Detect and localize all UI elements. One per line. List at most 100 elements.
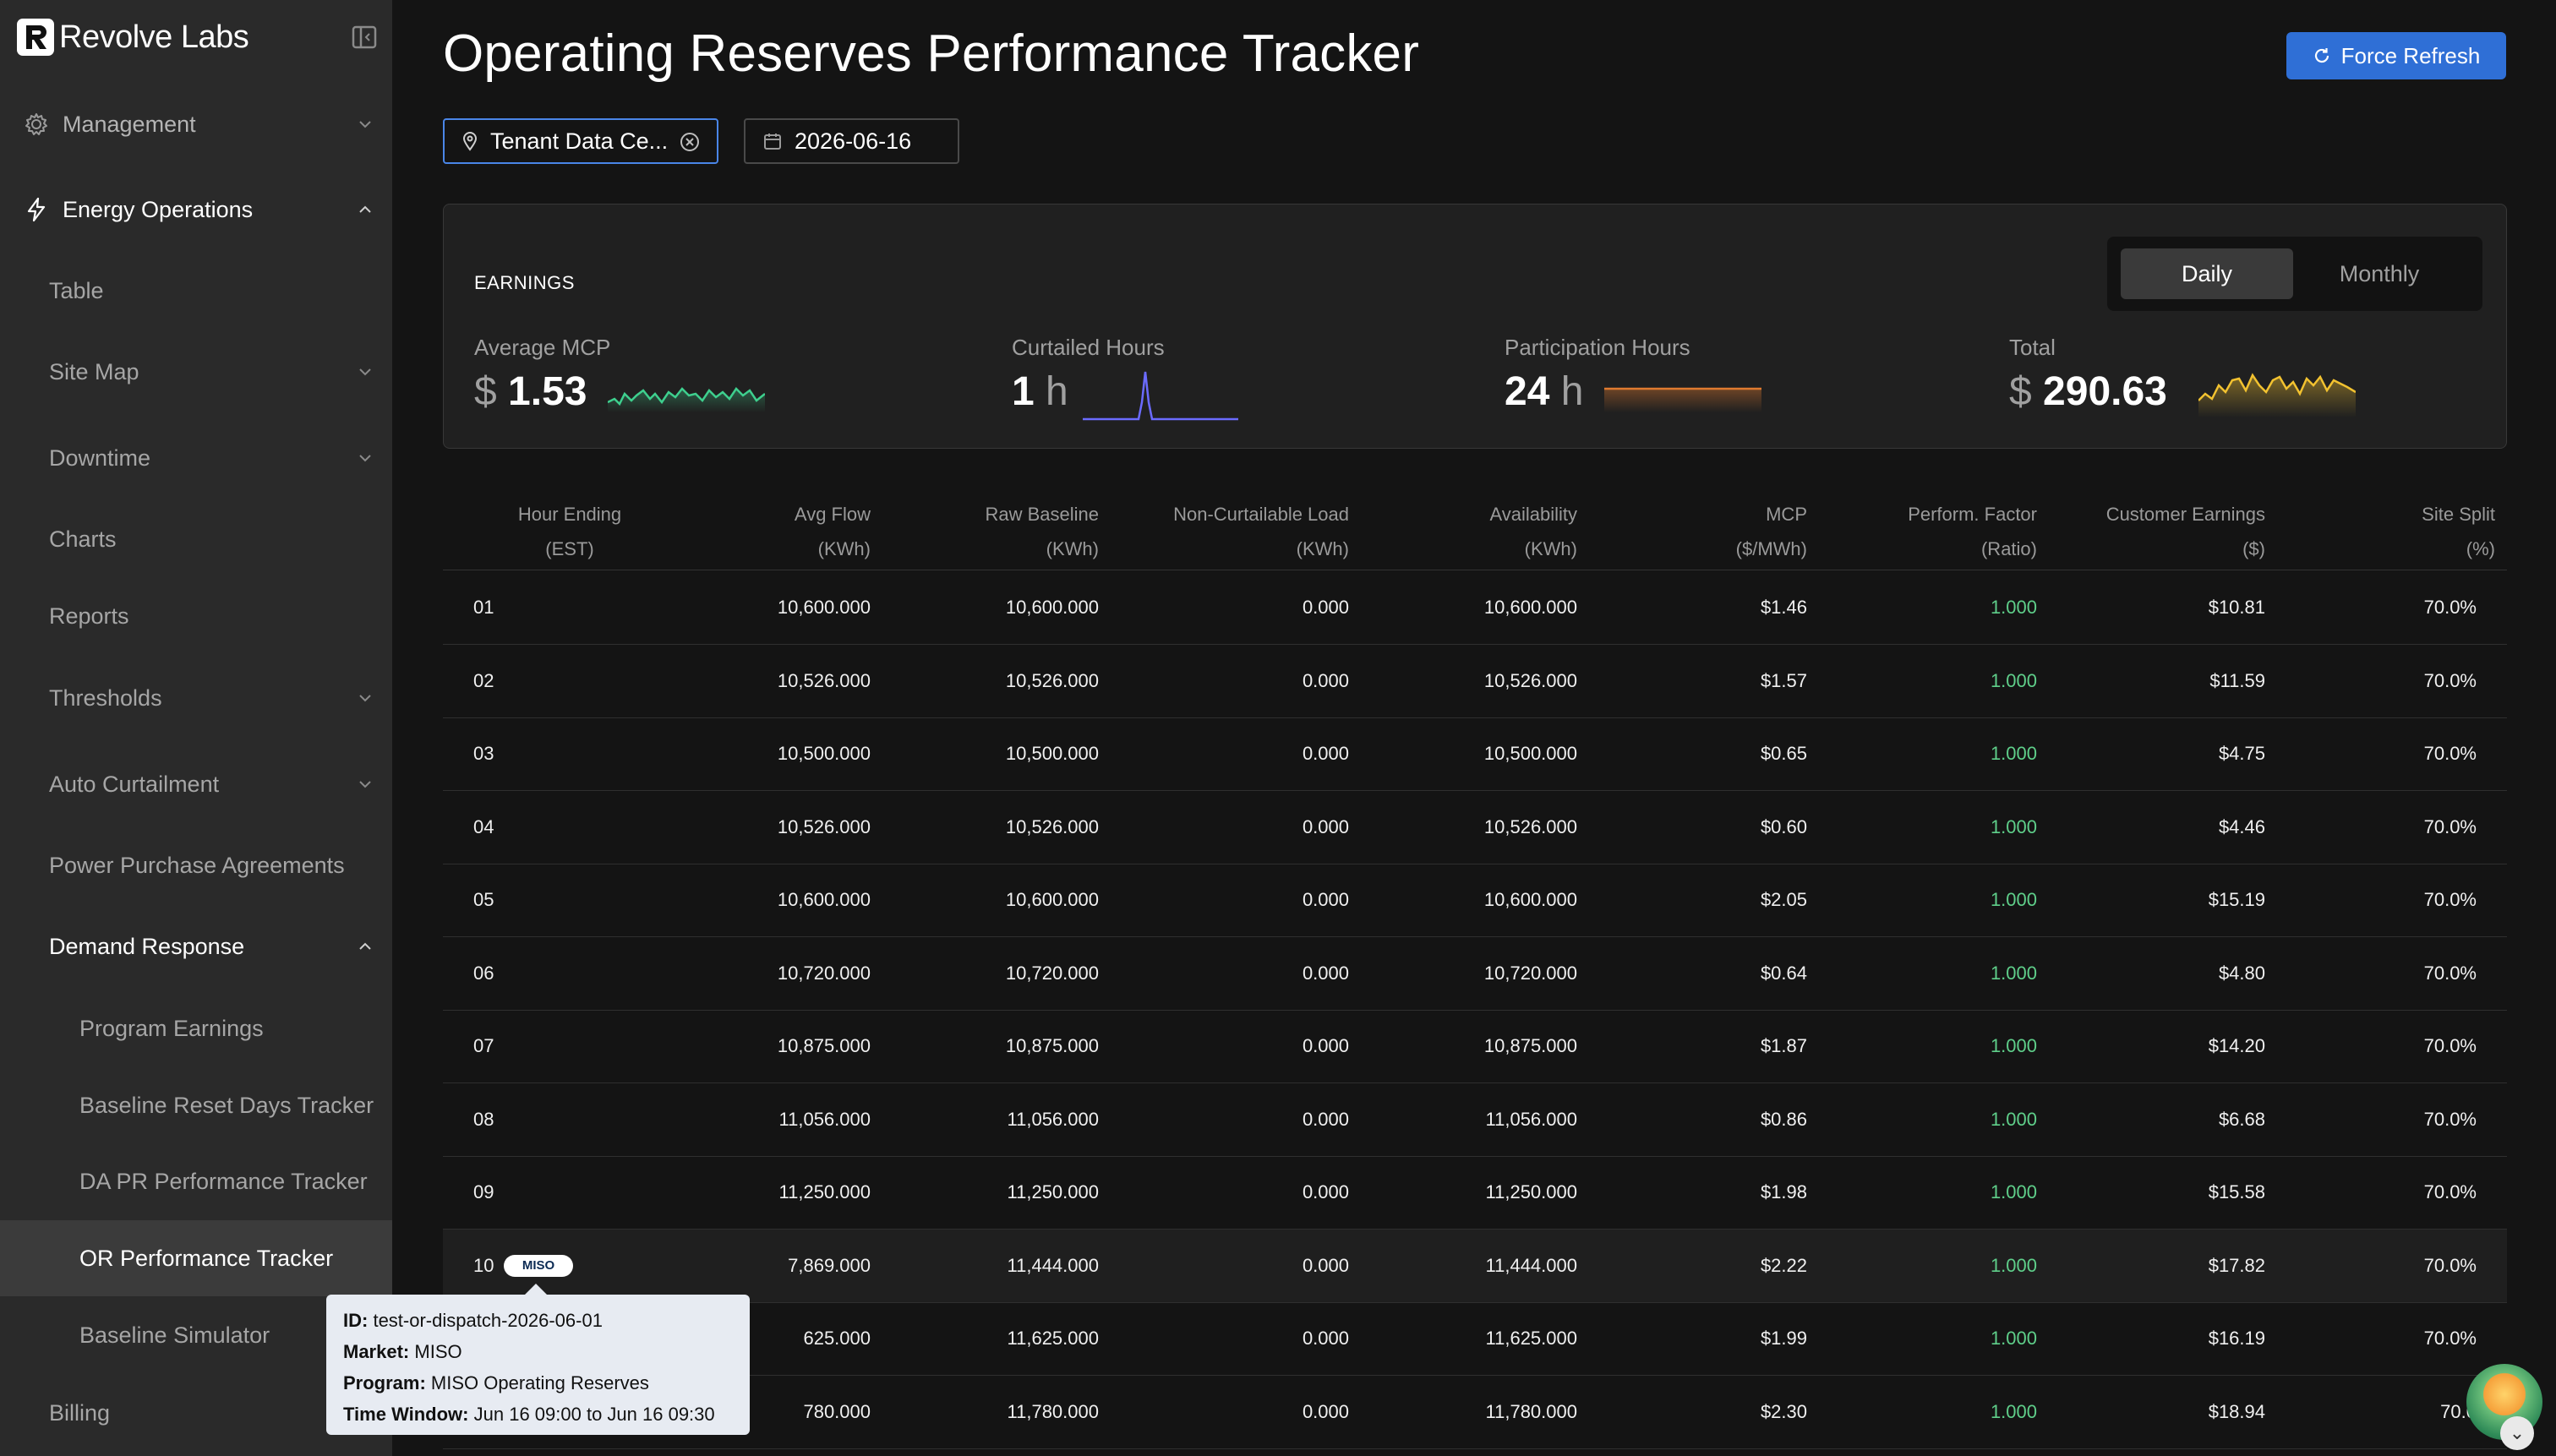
cell-non-curtailable-load: 0.000 [1302, 669, 1349, 691]
sidebar-item-or-performance-tracker[interactable]: OR Performance Tracker [0, 1220, 392, 1296]
column-header-customer-earnings[interactable]: Customer Earnings ($) [2054, 497, 2265, 566]
sidebar-item-downtime[interactable]: Downtime [0, 428, 392, 488]
sidebar-item-baseline-reset-days-tracker[interactable]: Baseline Reset Days Tracker [0, 1076, 392, 1135]
column-header-hour-ending[interactable]: Hour Ending (EST) [495, 497, 644, 566]
sidebar-item-table[interactable]: Table [0, 261, 392, 320]
header-unit: ($) [2242, 538, 2265, 559]
table-row[interactable]: 625.000 11,625.000 0.000 11,625.000 $1.99 1.0… [443, 1302, 2507, 1376]
sidebar-item-program-earnings[interactable]: Program Earnings [0, 999, 392, 1058]
header-unit: ($/MWh) [1735, 538, 1807, 559]
sidebar-item-auto-curtailment[interactable]: Auto Curtailment [0, 755, 392, 814]
cell-mcp: $0.64 [1760, 962, 1807, 984]
sidebar-item-demand-response[interactable]: Demand Response [0, 917, 392, 976]
sidebar-item-label: Reports [49, 603, 129, 629]
table-row[interactable]: 04 10,526.000 10,526.000 0.000 10,526.000 $0.… [443, 791, 2507, 864]
cell-hour-ending: 03 [473, 743, 494, 764]
daily-toggle-button[interactable]: Daily [2121, 248, 2293, 299]
sidebar-item-charts[interactable]: Charts [0, 510, 392, 569]
sidebar-item-label: Power Purchase Agreements [49, 852, 345, 878]
sidebar-item-power-purchase-agreements[interactable]: Power Purchase Agreements [0, 836, 392, 895]
sidebar-item-billing[interactable]: Billing [0, 1383, 392, 1442]
tooltip-window-line: Time Window: Jun 16 09:00 to Jun 16 09:3… [343, 1399, 733, 1430]
cell-raw-baseline: 10,875.000 [1005, 1035, 1099, 1056]
sidebar-item-management[interactable]: Management [0, 95, 392, 154]
column-header-raw-baseline[interactable]: Raw Baseline (KWh) [930, 497, 1099, 566]
sidebar-item-da-pr-performance-tracker[interactable]: DA PR Performance Tracker [0, 1152, 392, 1211]
chevron-down-icon [359, 368, 371, 376]
sidebar-item-site-map[interactable]: Site Map [0, 342, 392, 401]
table-row[interactable]: 07 10,875.000 10,875.000 0.000 10,875.000 $1.… [443, 1010, 2507, 1083]
metric-number: 290.63 [2043, 369, 2167, 414]
table-row[interactable]: 08 11,056.000 11,056.000 0.000 11,056.000 $0.… [443, 1083, 2507, 1157]
mcp-sparkline [608, 387, 765, 412]
cell-perform-factor: 1.000 [1990, 1035, 2037, 1056]
sidebar-collapse-icon[interactable] [352, 25, 377, 49]
cell-availability: 10,720.000 [1483, 962, 1577, 984]
cell-raw-baseline: 10,720.000 [1005, 962, 1099, 984]
metric-curtailed-hours: Curtailed Hours 1 h [1012, 335, 1238, 421]
table-row[interactable]: 09 11,250.000 11,250.000 0.000 11,250.000 $1.… [443, 1156, 2507, 1230]
cell-perform-factor: 1.000 [1990, 1108, 2037, 1130]
tooltip-id-line: ID: test-or-dispatch-2026-06-01 [343, 1305, 733, 1336]
monthly-toggle-button[interactable]: Monthly [2339, 260, 2420, 286]
column-header-site-split[interactable]: Site Split (%) [2326, 497, 2495, 566]
table-row[interactable]: 03 10,500.000 10,500.000 0.000 10,500.000 $0.… [443, 717, 2507, 791]
cell-raw-baseline: 11,056.000 [1007, 1108, 1099, 1130]
cell-avg-flow: 10,720.000 [777, 962, 871, 984]
table-row[interactable]: 10 7,869.000 11,444.000 0.000 11,444.000 $2.2… [443, 1229, 2507, 1303]
cell-hour-ending: 04 [473, 815, 494, 837]
cell-mcp: $2.22 [1760, 1254, 1807, 1276]
sidebar-item-energy-operations[interactable]: Energy Operations [0, 180, 392, 239]
column-header-avg-flow[interactable]: Avg Flow (KWh) [702, 497, 871, 566]
site-select[interactable]: Tenant Data Ce... [443, 118, 718, 164]
tooltip-key: Market: [343, 1341, 410, 1362]
cell-customer-earnings: $16.19 [2208, 1328, 2265, 1349]
metric-number: 1.53 [508, 369, 587, 414]
cell-availability: 11,444.000 [1485, 1254, 1577, 1276]
sidebar-item-thresholds[interactable]: Thresholds [0, 668, 392, 728]
header-unit: (KWh) [1046, 538, 1099, 559]
column-header-perform-factor[interactable]: Perform. Factor (Ratio) [1826, 497, 2037, 566]
column-header-non-curtailable-load[interactable]: Non-Curtailable Load (KWh) [1095, 497, 1349, 566]
cell-raw-baseline: 10,526.000 [1005, 669, 1099, 691]
date-picker[interactable]: 2026-06-16 [744, 118, 959, 164]
tooltip-market-line: Market: MISO [343, 1336, 733, 1367]
cell-hour-ending: 05 [473, 889, 494, 910]
brand[interactable]: Revolve Labs [17, 17, 249, 57]
cell-non-curtailable-load: 0.000 [1302, 889, 1349, 910]
table-row[interactable]: 780.000 11,780.000 0.000 11,780.000 $2.30 1.0… [443, 1376, 2507, 1449]
chevron-down-icon[interactable]: ⌄ [2500, 1416, 2534, 1450]
tooltip-arrow [524, 1284, 548, 1295]
cell-site-split: 70.0% [2423, 1328, 2477, 1349]
cell-non-curtailable-load: 0.000 [1302, 1400, 1349, 1422]
market-badge[interactable]: MISO [504, 1254, 573, 1277]
date-picker-value: 2026-06-16 [795, 128, 912, 154]
sidebar-item-label: DA PR Performance Tracker [79, 1168, 368, 1194]
sidebar-item-label: Baseline Simulator [79, 1322, 270, 1348]
cell-mcp: $1.98 [1760, 1181, 1807, 1202]
refresh-icon [2314, 48, 2329, 63]
cell-avg-flow: 10,500.000 [777, 743, 871, 764]
cell-customer-earnings: $4.80 [2218, 962, 2265, 984]
force-refresh-button[interactable]: Force Refresh [2286, 32, 2506, 79]
cell-raw-baseline: 10,600.000 [1005, 597, 1099, 618]
table-row[interactable]: 06 10,720.000 10,720.000 0.000 10,720.000 $0.… [443, 937, 2507, 1011]
column-header-mcp[interactable]: MCP ($/MWh) [1638, 497, 1807, 566]
clear-icon[interactable] [680, 132, 700, 158]
column-header-availability[interactable]: Availability (KWh) [1408, 497, 1577, 566]
cell-non-curtailable-load: 0.000 [1302, 1254, 1349, 1276]
cell-availability: 10,600.000 [1483, 597, 1577, 618]
location-pin-icon [462, 131, 478, 151]
lightning-icon [24, 197, 49, 222]
sidebar-item-baseline-simulator[interactable]: Baseline Simulator [0, 1306, 392, 1365]
sidebar-item-label: Charts [49, 526, 117, 552]
cell-non-curtailable-load: 0.000 [1302, 815, 1349, 837]
sidebar-item-reports[interactable]: Reports [0, 586, 392, 646]
table-row[interactable]: 01 10,600.000 10,600.000 0.000 10,600.000 $1.… [443, 571, 2507, 645]
currency-prefix: $ [474, 369, 497, 414]
table-row[interactable]: 02 10,526.000 10,526.000 0.000 10,526.000 $1.… [443, 645, 2507, 718]
cell-hour-ending: 01 [473, 597, 494, 618]
table-row[interactable]: 05 10,600.000 10,600.000 0.000 10,600.000 $2.… [443, 864, 2507, 937]
cell-customer-earnings: $11.59 [2209, 669, 2265, 691]
header-unit: (KWh) [1524, 538, 1577, 559]
